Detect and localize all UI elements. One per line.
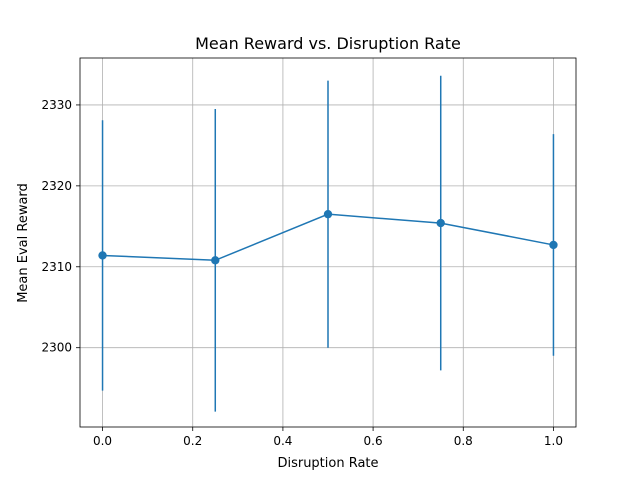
x-axis-label: Disruption Rate (277, 456, 378, 471)
axes: 0.0 0.2 0.4 0.6 0.8 1.0 2300 2310 2320 2330 (41, 57, 577, 448)
data-series (98, 209, 558, 265)
data-point (549, 240, 558, 250)
y-tick-label: 2330 (41, 98, 72, 112)
y-tick-label: 2300 (41, 341, 72, 355)
x-tick-label: 1.0 (544, 434, 563, 448)
x-tick-label: 0.4 (273, 434, 292, 448)
axes-frame (79, 57, 577, 428)
y-tick-label: 2320 (41, 179, 72, 193)
chart-title: Mean Reward vs. Disruption Rate (195, 34, 461, 53)
x-tick-label: 0.2 (183, 434, 202, 448)
x-tick-label: 0.6 (364, 434, 383, 448)
data-point (211, 256, 220, 265)
data-point (323, 209, 333, 219)
x-tick-label: 0.8 (454, 434, 473, 448)
data-point (98, 251, 107, 260)
x-tick-label: 0.0 (93, 434, 112, 448)
y-axis-label: Mean Eval Reward (16, 183, 31, 303)
data-point (436, 218, 445, 228)
y-tick-label: 2310 (41, 260, 72, 274)
